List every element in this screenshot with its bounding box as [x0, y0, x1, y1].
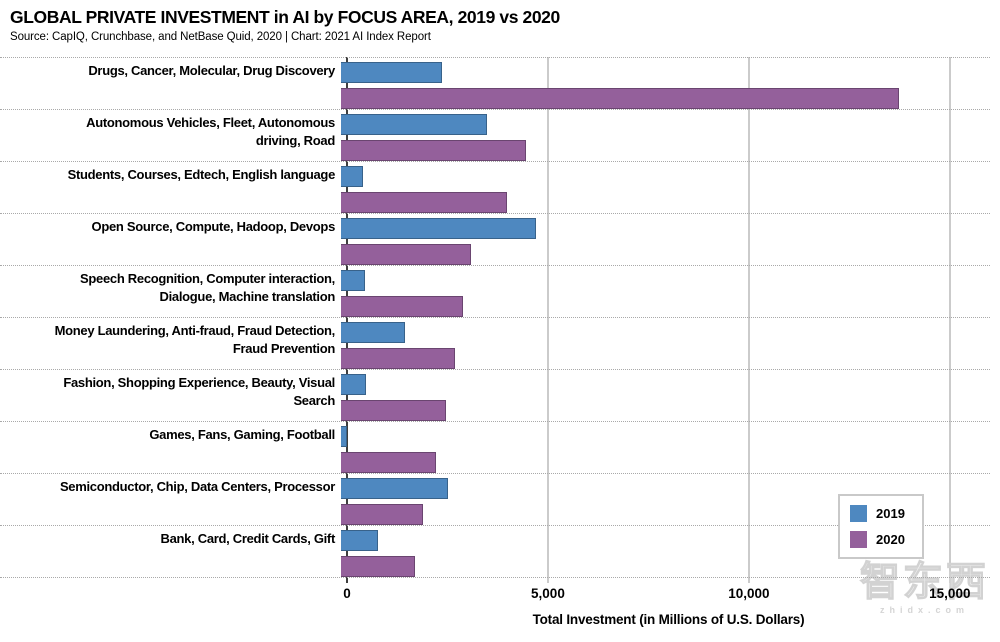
category-label: Games, Fans, Gaming, Football	[149, 427, 335, 442]
chart-row: Speech Recognition, Computer interaction…	[0, 265, 990, 317]
bar-2019	[341, 478, 449, 499]
category-label: Money Laundering, Anti-fraud, Fraud Dete…	[54, 323, 336, 356]
chart-row: Money Laundering, Anti-fraud, Fraud Dete…	[0, 317, 990, 369]
bar-group	[341, 474, 990, 525]
x-axis-ticks: 0 5,000 10,000 15,000	[343, 586, 990, 604]
x-tick-label: 10,000	[728, 586, 770, 601]
bar-2019	[341, 62, 443, 83]
legend-label: 2019	[876, 506, 905, 521]
bar-group	[341, 214, 990, 265]
chart-row: Bank, Card, Credit Cards, Gift	[0, 525, 990, 577]
bar-2019	[341, 114, 488, 135]
gridlines	[347, 57, 990, 583]
chart-row: Semiconductor, Chip, Data Centers, Proce…	[0, 473, 990, 525]
gridline	[546, 57, 549, 583]
x-tick-label: 15,000	[929, 586, 971, 601]
category-label: Open Source, Compute, Hadoop, Devops	[91, 219, 336, 234]
chart-row: Students, Courses, Edtech, English langu…	[0, 161, 990, 213]
chart-row: Fashion, Shopping Experience, Beauty, Vi…	[0, 369, 990, 421]
y-axis-line	[346, 57, 348, 583]
bar-group	[341, 318, 990, 369]
bar-2019	[341, 322, 405, 343]
bar-2020	[341, 504, 423, 525]
bar-2019	[341, 166, 364, 187]
bar-group	[341, 266, 990, 317]
category-label: Bank, Card, Credit Cards, Gift	[160, 531, 336, 546]
bar-2019	[341, 530, 379, 551]
chart-row: Open Source, Compute, Hadoop, Devops	[0, 213, 990, 265]
bar-2020	[341, 400, 447, 421]
category-label: Drugs, Cancer, Molecular, Drug Discovery	[88, 63, 335, 78]
x-tick-label: 5,000	[531, 586, 565, 601]
bar-group	[341, 422, 990, 473]
category-label: Fashion, Shopping Experience, Beauty, Vi…	[63, 375, 335, 408]
chart-source: Source: CapIQ, Crunchbase, and NetBase Q…	[10, 31, 431, 43]
chart-row: Games, Fans, Gaming, Football	[0, 421, 990, 473]
gridline	[747, 57, 750, 583]
bar-2020	[341, 348, 455, 369]
chart-title: GLOBAL PRIVATE INVESTMENT in AI by FOCUS…	[10, 7, 560, 27]
bar-2020	[341, 452, 436, 473]
bar-group	[341, 162, 990, 213]
bar-2020	[341, 140, 526, 161]
bar-2020	[341, 244, 471, 265]
legend-item-2020: 2020	[850, 531, 912, 548]
category-label: Speech Recognition, Computer interaction…	[80, 271, 335, 304]
bar-2019	[341, 218, 536, 239]
category-label: Students, Courses, Edtech, English langu…	[67, 167, 336, 182]
bar-group	[341, 58, 990, 109]
chart-row: Drugs, Cancer, Molecular, Drug Discovery	[0, 57, 990, 109]
legend-swatch-2020	[850, 531, 867, 548]
bar-group	[341, 370, 990, 421]
category-label: Semiconductor, Chip, Data Centers, Proce…	[59, 479, 335, 494]
legend-swatch-2019	[850, 505, 867, 522]
bar-group	[341, 110, 990, 161]
plot-rows: Drugs, Cancer, Molecular, Drug Discovery…	[0, 57, 990, 578]
x-tick-label: 0	[343, 586, 351, 601]
bar-2020	[341, 88, 899, 109]
category-label: Autonomous Vehicles, Fleet, Autonomous d…	[86, 115, 335, 148]
gridline	[948, 57, 951, 583]
bar-2019	[341, 374, 367, 395]
legend: 2019 2020	[838, 494, 924, 559]
bar-2020	[341, 296, 463, 317]
bar-2020	[341, 556, 415, 577]
x-axis-title: Total Investment (in Millions of U.S. Do…	[532, 612, 805, 627]
bar-2019	[341, 426, 348, 447]
bar-group	[341, 526, 990, 577]
chart-row: Autonomous Vehicles, Fleet, Autonomous d…	[0, 109, 990, 161]
bar-2019	[341, 270, 366, 291]
legend-item-2019: 2019	[850, 505, 912, 522]
bar-2020	[341, 192, 508, 213]
legend-label: 2020	[876, 532, 905, 547]
